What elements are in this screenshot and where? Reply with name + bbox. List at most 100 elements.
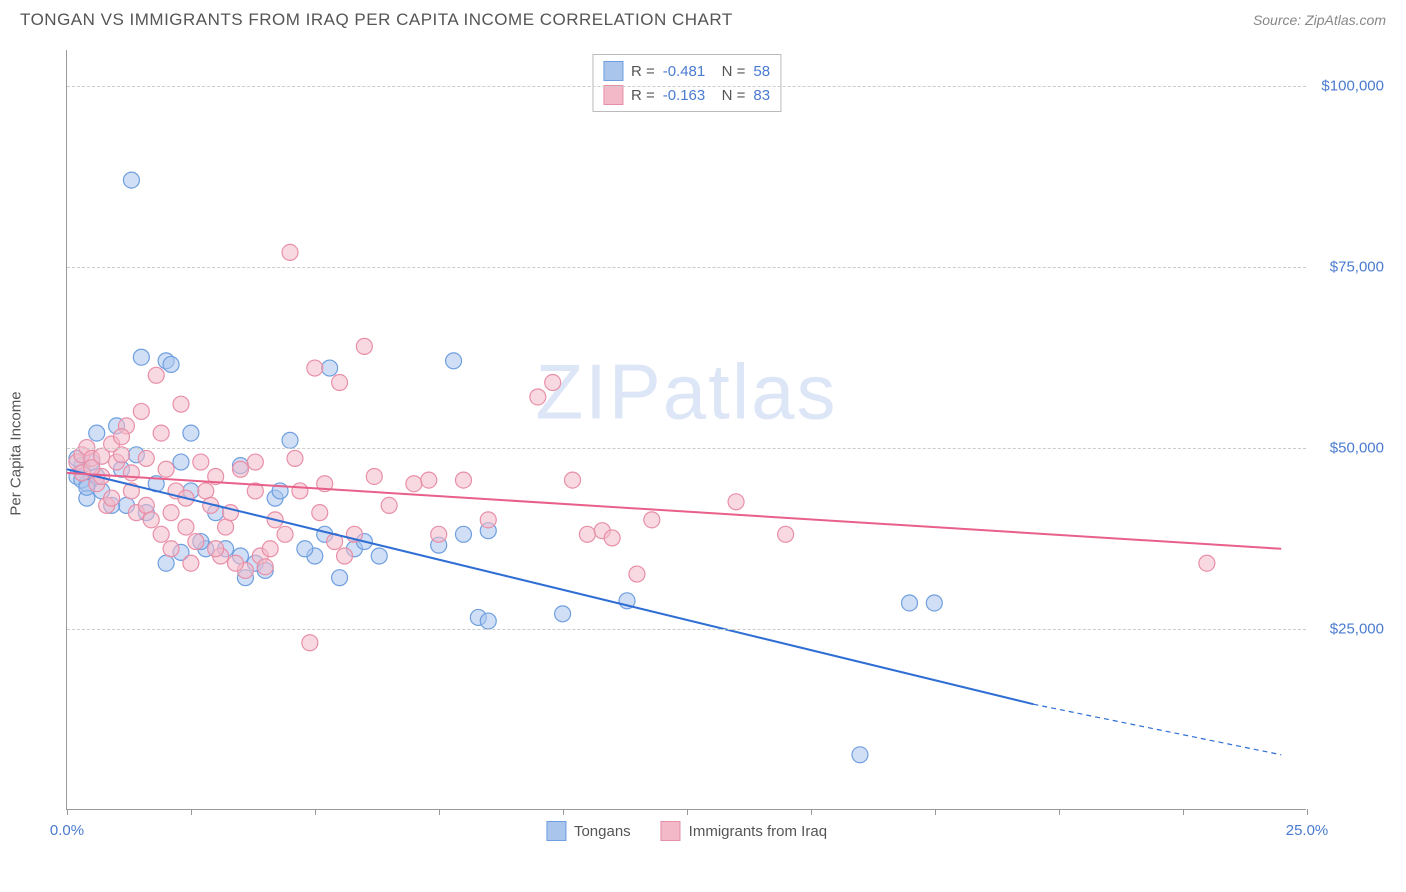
x-tick (1307, 809, 1308, 815)
legend-swatch (661, 821, 681, 841)
data-point (287, 450, 303, 466)
data-point (356, 338, 372, 354)
data-point (257, 559, 273, 575)
data-point (852, 747, 868, 763)
series-legend-label: Tongans (574, 823, 631, 840)
data-point (480, 613, 496, 629)
legend-row: R = -0.481 N = 58 (603, 59, 770, 83)
x-tick (67, 809, 68, 815)
data-point (158, 461, 174, 477)
data-point (104, 490, 120, 506)
trend-line-extrapolation (1033, 704, 1281, 755)
data-point (153, 425, 169, 441)
data-point (337, 548, 353, 564)
data-point (530, 389, 546, 405)
y-axis-label: Per Capita Income (8, 391, 25, 515)
plot-svg (67, 50, 1306, 809)
y-tick-label: $50,000 (1314, 440, 1384, 457)
data-point (297, 541, 313, 557)
data-point (332, 570, 348, 586)
x-tick (315, 809, 316, 815)
data-point (1199, 555, 1215, 571)
x-tick-label: 0.0% (50, 822, 84, 839)
gridline (67, 86, 1306, 87)
data-point (579, 526, 595, 542)
trend-line (67, 469, 1033, 704)
data-point (262, 541, 278, 557)
data-point (292, 483, 308, 499)
data-point (302, 635, 318, 651)
data-point (123, 465, 139, 481)
correlation-legend: R = -0.481 N = 58R = -0.163 N = 83 (592, 54, 781, 112)
series-legend: Tongans Immigrants from Iraq (546, 821, 827, 841)
legend-n-value: 58 (753, 63, 770, 80)
y-tick-label: $100,000 (1314, 78, 1384, 95)
data-point (455, 472, 471, 488)
gridline (67, 448, 1306, 449)
gridline (67, 629, 1306, 630)
data-point (312, 505, 328, 521)
data-point (114, 429, 130, 445)
data-point (381, 497, 397, 513)
data-point (455, 526, 471, 542)
data-point (123, 172, 139, 188)
data-point (193, 454, 209, 470)
data-point (158, 555, 174, 571)
data-point (218, 519, 234, 535)
data-point (644, 512, 660, 528)
x-tick (811, 809, 812, 815)
y-tick-label: $75,000 (1314, 259, 1384, 276)
data-point (188, 534, 204, 550)
data-point (629, 566, 645, 582)
legend-n-value: 83 (753, 87, 770, 104)
legend-r-value: -0.481 (663, 63, 706, 80)
data-point (173, 454, 189, 470)
data-point (133, 349, 149, 365)
data-point (446, 353, 462, 369)
data-point (183, 425, 199, 441)
data-point (163, 541, 179, 557)
data-point (282, 244, 298, 260)
data-point (228, 555, 244, 571)
data-point (198, 483, 214, 499)
data-point (322, 360, 338, 376)
data-point (183, 555, 199, 571)
data-point (247, 454, 263, 470)
legend-r-value: -0.163 (663, 87, 706, 104)
x-tick (687, 809, 688, 815)
data-point (421, 472, 437, 488)
series-legend-item: Immigrants from Iraq (661, 821, 827, 841)
x-tick (1183, 809, 1184, 815)
data-point (163, 505, 179, 521)
series-legend-item: Tongans (546, 821, 631, 841)
x-tick (563, 809, 564, 815)
data-point (163, 356, 179, 372)
legend-swatch (603, 85, 623, 105)
series-legend-label: Immigrants from Iraq (689, 823, 827, 840)
data-point (565, 472, 581, 488)
data-point (143, 512, 159, 528)
trend-line (67, 473, 1281, 549)
data-point (138, 450, 154, 466)
x-tick (935, 809, 936, 815)
legend-r-label: R = (631, 63, 655, 80)
data-point (555, 606, 571, 622)
data-point (282, 432, 298, 448)
gridline (67, 267, 1306, 268)
data-point (778, 526, 794, 542)
legend-swatch (546, 821, 566, 841)
data-point (902, 595, 918, 611)
data-point (133, 403, 149, 419)
data-point (545, 375, 561, 391)
plot-area: ZIPatlas R = -0.481 N = 58R = -0.163 N =… (66, 50, 1306, 810)
x-tick-label: 25.0% (1286, 822, 1329, 839)
data-point (332, 375, 348, 391)
data-point (604, 530, 620, 546)
legend-n-label: N = (713, 87, 745, 104)
data-point (178, 519, 194, 535)
data-point (431, 526, 447, 542)
data-point (148, 367, 164, 383)
data-point (406, 476, 422, 492)
x-tick (1059, 809, 1060, 815)
x-tick (439, 809, 440, 815)
